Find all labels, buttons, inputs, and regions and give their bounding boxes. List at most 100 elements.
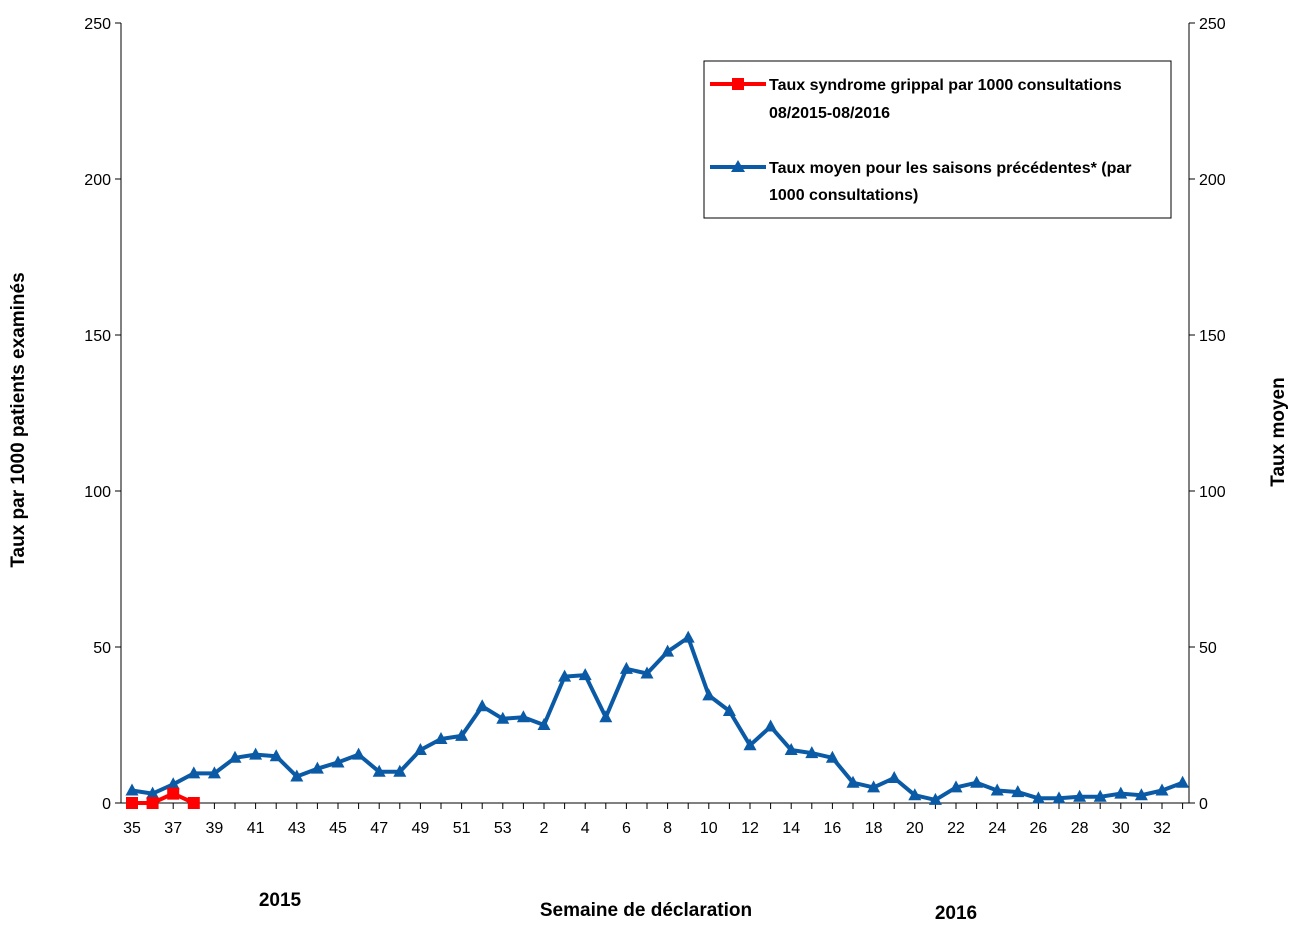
x-tick-label: 10 (700, 820, 718, 837)
series-2-point (1031, 791, 1045, 804)
series-2-point (249, 747, 263, 760)
series-2-point (867, 780, 881, 793)
series-2-point (1114, 786, 1128, 799)
series-2-point (496, 711, 510, 724)
series-1-point (167, 787, 180, 800)
x-tick-label: 32 (1153, 820, 1171, 837)
right-y-tick-label: 50 (1199, 640, 1217, 657)
right-y-tick-label: 200 (1199, 172, 1226, 189)
series-2-point (207, 766, 221, 779)
series-1-point (146, 797, 159, 809)
series-2-point (1011, 785, 1025, 798)
series-2-point (228, 750, 242, 763)
series-2-point (516, 710, 530, 723)
legend-box (703, 60, 1172, 219)
year-label-2016: 2016 (935, 903, 977, 924)
series-2-point (825, 750, 839, 763)
series-2-point (413, 742, 427, 755)
x-tick-label: 14 (782, 820, 800, 837)
x-axis-title: Semaine de déclaration (540, 900, 752, 921)
x-tick-label: 2 (540, 820, 549, 837)
series-2-point (949, 780, 963, 793)
right-y-tick-label: 100 (1199, 484, 1226, 501)
series-2-point (125, 783, 139, 796)
y-axis-title-right: Taux moyen (1268, 377, 1289, 486)
series-2-point (1093, 789, 1107, 802)
series-2-point (269, 749, 283, 762)
legend: Taux syndrome grippal par 1000 consultat… (703, 60, 1172, 219)
x-tick-label: 35 (123, 820, 141, 837)
legend-label-series-1-line-1: Taux syndrome grippal par 1000 consultat… (769, 77, 1122, 94)
x-tick-label: 51 (453, 820, 471, 837)
left-y-tick-label: 150 (84, 328, 111, 345)
series-2-point (764, 719, 778, 732)
series-2-point (537, 718, 551, 730)
x-axis-ticks: 35 37 39 41 43 45 47 49 51 53 2 4 6 8 10 12 14 16 18 20 22 24… (123, 803, 1184, 837)
series-2-point (599, 710, 613, 723)
axes (120, 23, 1190, 804)
legend-marker-series-1 (732, 78, 744, 90)
x-tick-label: 53 (494, 820, 512, 837)
left-y-tick-label: 50 (93, 640, 111, 657)
series-2-point (290, 769, 304, 782)
series-1-point (187, 797, 200, 809)
series-layer (125, 630, 1190, 809)
legend-marker-series-2 (731, 160, 745, 172)
series-2-point (372, 764, 386, 777)
right-y-tick-label: 250 (1199, 16, 1226, 33)
series-2-point (928, 792, 942, 805)
left-axis-ticks: 0 50 100 150 200 250 (84, 16, 121, 813)
series-2-point (434, 732, 448, 745)
x-tick-label: 47 (370, 820, 388, 837)
series-2-line (131, 635, 1184, 802)
x-tick-label: 6 (622, 820, 631, 837)
x-tick-label: 41 (247, 820, 265, 837)
x-tick-label: 45 (329, 820, 347, 837)
x-tick-label: 28 (1071, 820, 1089, 837)
series-2-point (352, 747, 366, 760)
series-2-point (661, 644, 675, 657)
x-tick-label: 12 (741, 820, 759, 837)
legend-label-series-2-line-1: Taux moyen pour les saisons précédentes*… (769, 160, 1132, 177)
series-2-point (640, 666, 654, 679)
series-2-point (805, 746, 819, 759)
series-2-point (970, 775, 984, 788)
series-2-point (146, 786, 160, 799)
left-y-tick-label: 200 (84, 172, 111, 189)
x-tick-label: 39 (206, 820, 224, 837)
legend-label-series-2-line-2: 1000 consultations) (769, 187, 918, 204)
series-2-point (166, 777, 180, 790)
series-2-point (393, 764, 407, 777)
x-tick-label: 20 (906, 820, 924, 837)
series-2-point (1155, 783, 1169, 796)
right-axis-ticks: 0 50 100 150 200 250 (1189, 16, 1226, 813)
series-2-point (558, 669, 572, 682)
x-tick-label: 18 (865, 820, 883, 837)
series-2-point (846, 775, 860, 788)
series-2-point (455, 728, 469, 741)
series-2-point (475, 699, 489, 712)
x-tick-label: 26 (1030, 820, 1048, 837)
series-2-point (784, 742, 798, 755)
series-2-point (990, 783, 1004, 796)
x-tick-label: 43 (288, 820, 306, 837)
x-tick-label: 8 (663, 820, 672, 837)
series-2-point (619, 661, 633, 674)
x-tick-label: 37 (164, 820, 182, 837)
series-1 (126, 787, 200, 809)
x-tick-label: 24 (988, 820, 1006, 837)
series-2-point (1052, 791, 1066, 804)
right-y-tick-label: 150 (1199, 328, 1226, 345)
x-tick-label: 16 (824, 820, 842, 837)
series-2-point (1176, 775, 1190, 788)
series-2-point (331, 755, 345, 768)
series-2-point (722, 703, 736, 716)
left-y-tick-label: 250 (84, 16, 111, 33)
series-2-point (310, 761, 324, 774)
series-1-line (132, 791, 195, 805)
left-y-tick-label: 0 (102, 796, 111, 813)
series-2-point (908, 788, 922, 801)
series-2-point (578, 668, 592, 681)
year-label-2015: 2015 (259, 890, 302, 911)
